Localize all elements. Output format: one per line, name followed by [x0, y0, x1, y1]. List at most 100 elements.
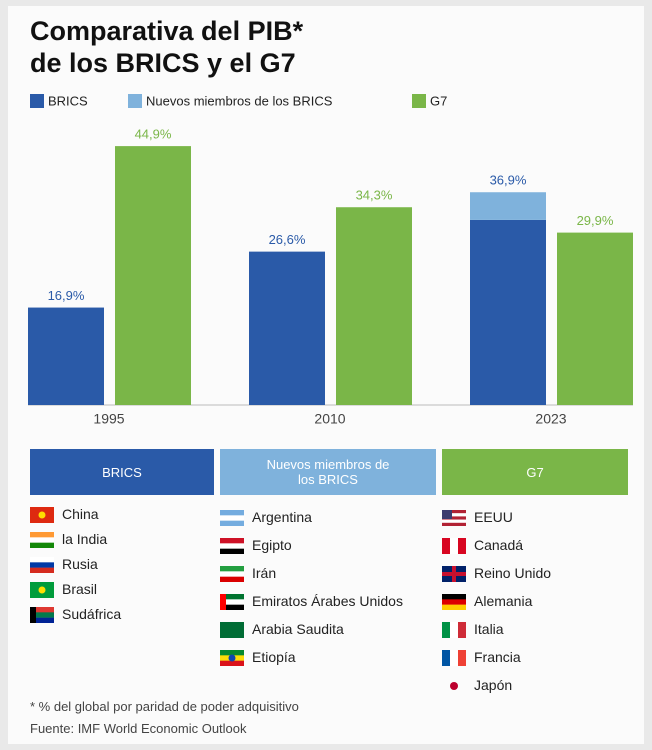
- flag: [442, 538, 466, 554]
- member-name: China: [62, 506, 99, 522]
- member: Canadá: [442, 537, 628, 557]
- bar: [115, 146, 191, 405]
- flag-stripe: [442, 519, 466, 523]
- flag-stripe: [458, 650, 466, 666]
- member-name: Emiratos Árabes Unidos: [252, 593, 403, 609]
- member-name: Sudáfrica: [62, 606, 122, 622]
- flag-stripe: [220, 604, 244, 610]
- flag-stripe: [442, 538, 451, 554]
- member: Brasil: [30, 581, 214, 601]
- member: Rusia: [30, 556, 214, 576]
- flag-part: [30, 607, 36, 623]
- member: Egipto: [220, 537, 436, 557]
- flag-stripe: [220, 520, 244, 526]
- chart-title: de los BRICS y el G7: [30, 48, 296, 78]
- member: Sudáfrica: [30, 606, 214, 626]
- flag-part: [38, 511, 46, 519]
- flag-stripe: [30, 617, 54, 623]
- member-name: la India: [62, 531, 108, 547]
- flag-stripe: [442, 594, 466, 600]
- group-column: BRICS China la India Rusia Brasil Sudáfrica: [30, 449, 214, 626]
- member: Etiopía: [220, 649, 436, 669]
- flag-stripe: [442, 522, 466, 526]
- legend-label: BRICS: [48, 93, 88, 108]
- flag-stripe: [220, 548, 244, 554]
- flag-stripe: [30, 557, 54, 563]
- flag-stripe: [220, 543, 244, 549]
- legend-label: G7: [430, 93, 447, 108]
- flag-stripe: [442, 650, 451, 666]
- member: Emiratos Árabes Unidos: [220, 593, 436, 613]
- chart-title: Comparativa del PIB*: [30, 16, 304, 46]
- data-label: 26,6%: [269, 232, 306, 247]
- flag-part: [220, 594, 226, 610]
- data-label: 34,3%: [356, 188, 393, 203]
- flag-stripe: [450, 538, 459, 554]
- flag-stripe: [220, 515, 244, 521]
- member-name: Italia: [474, 621, 504, 637]
- member-name: EEUU: [474, 509, 513, 525]
- data-label: 44,9%: [135, 127, 172, 142]
- flag: [220, 622, 244, 638]
- group-column: G7 EEUU Canadá Reino Unido Alemania Italia Fra…: [442, 449, 628, 697]
- flag: [220, 510, 244, 526]
- flag: [220, 566, 244, 582]
- flag-stripe: [220, 576, 244, 582]
- legend-swatch: [30, 94, 44, 108]
- member: Arabia Saudita: [220, 621, 436, 641]
- flag-stripe: [220, 622, 244, 638]
- member: Irán: [220, 565, 436, 585]
- data-label: 16,9%: [48, 288, 85, 303]
- flag-stripe: [220, 510, 244, 516]
- flag-stripe: [30, 562, 54, 568]
- x-tick-label: 2010: [314, 411, 345, 427]
- flag: [442, 510, 466, 526]
- flag-part: [442, 572, 466, 576]
- group-header: Nuevos miembros de los BRICS: [220, 449, 436, 495]
- flag: [442, 566, 466, 582]
- flag-stripe: [30, 612, 54, 618]
- member-name: Canadá: [474, 537, 524, 553]
- bar: [28, 307, 104, 405]
- flag: [442, 594, 466, 610]
- member-name: Japón: [474, 677, 513, 693]
- flag-stripe: [220, 599, 244, 605]
- flag-stripe: [442, 599, 466, 605]
- group-column: Nuevos miembros de los BRICS Argentina Egi…: [220, 449, 436, 669]
- member: Alemania: [442, 593, 628, 613]
- flag: [220, 650, 244, 666]
- flag-stripe: [30, 537, 54, 543]
- flag-stripe: [220, 650, 244, 656]
- bar: [249, 251, 325, 405]
- flag-stripe: [442, 510, 466, 514]
- flag: [30, 557, 54, 573]
- member: la India: [30, 531, 214, 551]
- flag-stripe: [442, 622, 451, 638]
- group-header: G7: [442, 449, 628, 495]
- flag: [30, 607, 54, 623]
- group-header: BRICS: [30, 449, 214, 495]
- flag: [30, 532, 54, 548]
- member-name: Francia: [474, 649, 521, 665]
- flag-stripe: [30, 542, 54, 548]
- flag-stripe: [220, 660, 244, 666]
- flag: [220, 594, 244, 610]
- flag-part: [228, 654, 236, 662]
- flag-stripe: [220, 571, 244, 577]
- flag: [450, 682, 458, 690]
- member-name: Alemania: [474, 593, 533, 609]
- flag-stripe: [30, 607, 54, 613]
- bar: [557, 232, 633, 405]
- data-label: 29,9%: [577, 213, 614, 228]
- member-name: Irán: [252, 565, 277, 581]
- member: Francia: [442, 649, 628, 669]
- member-name: Egipto: [252, 537, 292, 553]
- flag-stripe: [442, 516, 466, 520]
- flag-stripe: [458, 538, 466, 554]
- member: Italia: [442, 621, 628, 641]
- flag: [30, 582, 54, 598]
- annotation: 36,9%: [490, 173, 527, 188]
- flag-stripe: [220, 566, 244, 572]
- source: Fuente: IMF World Economic Outlook: [30, 721, 247, 736]
- member-name: Reino Unido: [474, 565, 552, 581]
